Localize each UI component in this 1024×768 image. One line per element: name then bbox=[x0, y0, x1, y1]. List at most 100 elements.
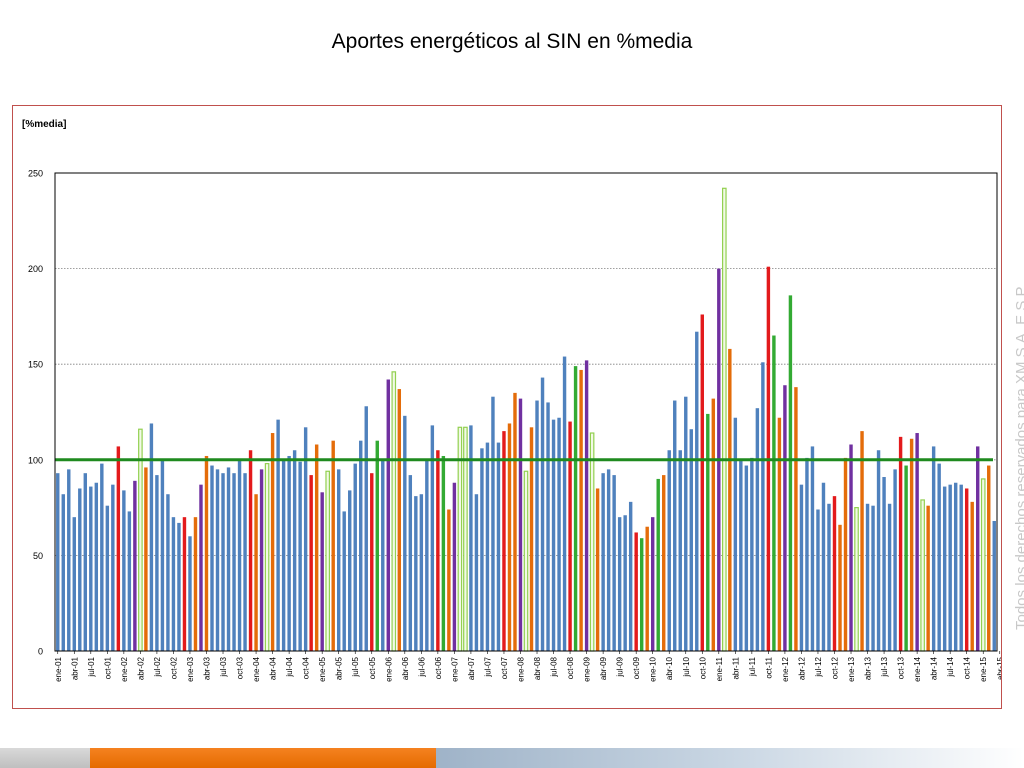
bar bbox=[518, 398, 523, 651]
bar bbox=[336, 469, 341, 651]
x-tick-label: ene-11 bbox=[715, 656, 724, 681]
bar bbox=[706, 413, 710, 651]
bar bbox=[843, 457, 848, 651]
bar bbox=[188, 536, 192, 651]
bar bbox=[634, 532, 638, 651]
bar bbox=[909, 438, 914, 651]
y-tick-label: 250 bbox=[28, 169, 43, 179]
bar bbox=[237, 459, 242, 651]
y-tick-label: 200 bbox=[28, 264, 43, 274]
bar bbox=[777, 417, 782, 651]
chart-frame: [%media] 0 50 100 150 200 250 ene-01 abr-01 jul-0… bbox=[12, 105, 1002, 709]
bar bbox=[138, 428, 143, 652]
bar bbox=[430, 425, 435, 651]
bar bbox=[617, 517, 622, 651]
bar bbox=[414, 496, 418, 651]
bar bbox=[474, 494, 479, 651]
x-tick-label: jul-06 bbox=[417, 656, 426, 677]
bar bbox=[281, 459, 286, 651]
x-tick-label: jul-09 bbox=[616, 656, 625, 677]
bar bbox=[386, 379, 390, 651]
bar bbox=[722, 187, 727, 652]
bar bbox=[887, 503, 892, 651]
bar bbox=[56, 473, 60, 651]
bar bbox=[788, 295, 793, 651]
bar bbox=[166, 494, 170, 651]
bar bbox=[314, 444, 319, 651]
bar bbox=[783, 385, 787, 651]
x-tick-label: abr-02 bbox=[136, 656, 145, 680]
bar bbox=[568, 421, 572, 651]
bar bbox=[904, 465, 908, 651]
bar bbox=[711, 398, 716, 651]
bar bbox=[364, 406, 368, 651]
bar bbox=[436, 450, 440, 651]
bar bbox=[210, 465, 214, 651]
x-tick-label: abr-15 bbox=[996, 656, 1001, 680]
bar bbox=[953, 482, 958, 651]
bar bbox=[292, 450, 297, 651]
y-tick-label: 150 bbox=[28, 360, 43, 370]
bar bbox=[893, 469, 897, 651]
x-tick-label: oct-08 bbox=[566, 656, 575, 679]
x-tick-label: jul-11 bbox=[748, 656, 757, 677]
x-tick-label: jul-01 bbox=[87, 656, 96, 677]
x-tick-label: oct-12 bbox=[830, 656, 839, 679]
bar bbox=[215, 469, 220, 651]
bar-chart: [%media] 0 50 100 150 200 250 ene-01 abr-01 jul-0… bbox=[22, 119, 1001, 682]
bar bbox=[155, 475, 159, 651]
plot-area-border bbox=[54, 172, 998, 652]
bar bbox=[964, 488, 969, 651]
bar bbox=[221, 473, 225, 651]
x-tick-label: jul-10 bbox=[682, 656, 691, 677]
x-tick-label: abr-04 bbox=[269, 656, 278, 680]
bar bbox=[992, 520, 996, 651]
bar bbox=[100, 463, 104, 651]
bar bbox=[876, 450, 881, 651]
bar bbox=[513, 392, 517, 651]
bar bbox=[761, 362, 765, 651]
bar bbox=[937, 463, 941, 651]
x-tick-label: oct-09 bbox=[632, 656, 641, 679]
bar bbox=[447, 509, 451, 651]
bar bbox=[78, 488, 82, 651]
bar bbox=[821, 482, 826, 651]
bar bbox=[254, 494, 258, 651]
bar bbox=[408, 475, 413, 651]
bar bbox=[860, 431, 864, 651]
x-tick-label: abr-14 bbox=[930, 656, 939, 680]
x-tick-label: abr-13 bbox=[864, 656, 873, 680]
bar bbox=[871, 505, 875, 651]
bar bbox=[403, 415, 407, 651]
bar bbox=[276, 419, 280, 651]
x-tick-label: ene-01 bbox=[54, 656, 63, 681]
x-tick-label: oct-01 bbox=[103, 656, 112, 679]
bar bbox=[67, 469, 71, 651]
bar bbox=[684, 396, 688, 651]
bar bbox=[810, 446, 815, 651]
bar bbox=[485, 442, 490, 651]
bar bbox=[248, 450, 253, 651]
x-tick-label: ene-14 bbox=[913, 656, 922, 681]
y-tick-label: 100 bbox=[28, 455, 43, 465]
x-tick-label: oct-14 bbox=[963, 656, 972, 679]
bar bbox=[441, 455, 446, 651]
bar bbox=[160, 459, 165, 651]
bar bbox=[546, 402, 550, 651]
bar bbox=[551, 419, 556, 651]
bar bbox=[72, 517, 76, 651]
bar bbox=[794, 387, 798, 651]
bar bbox=[232, 473, 236, 651]
bar bbox=[673, 400, 677, 651]
bar bbox=[639, 538, 644, 651]
bar bbox=[264, 463, 270, 652]
bar bbox=[849, 444, 853, 651]
y-tick-label: 50 bbox=[33, 551, 43, 561]
y-tick-label: 0 bbox=[38, 647, 43, 657]
bar bbox=[507, 423, 512, 651]
bar bbox=[589, 432, 595, 652]
bar bbox=[204, 455, 209, 651]
x-tick-label: abr-09 bbox=[599, 656, 608, 680]
bar bbox=[744, 465, 749, 651]
bar bbox=[491, 396, 495, 651]
